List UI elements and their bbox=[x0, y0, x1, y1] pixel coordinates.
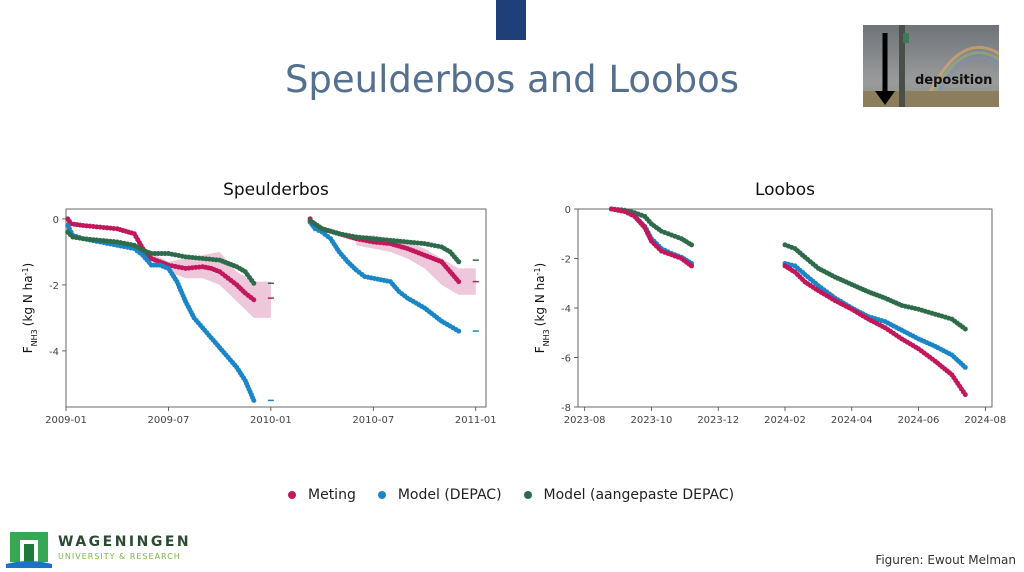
loobos-series-meting-0 bbox=[608, 206, 695, 269]
figure-credit: Figuren: Ewout Melman bbox=[875, 553, 1016, 567]
loobos-ytick-label: -6 bbox=[561, 354, 571, 365]
loobos-ytick-label: -2 bbox=[561, 255, 571, 266]
loobos-point bbox=[962, 364, 968, 370]
deposition-label: deposition bbox=[915, 73, 993, 88]
charts-canvas: Speulderbos 0 -2 -4 2009-01 2009-07 2010-01 201… bbox=[21, 180, 1007, 426]
speulderbos-series-model-aangepaste-depac-0 bbox=[65, 229, 257, 286]
tower-photo-image bbox=[863, 25, 999, 107]
loobos-point bbox=[689, 263, 695, 269]
tower-photo: deposition bbox=[863, 25, 999, 107]
legend: Meting Model (DEPAC) Model (aangepaste D… bbox=[288, 487, 734, 503]
speulderbos-ytick-label: -2 bbox=[49, 281, 59, 292]
loobos-series-model-aangepaste-depac-1 bbox=[782, 242, 968, 332]
loobos-ytick-label: -8 bbox=[561, 403, 571, 414]
loobos-xtick-label: 2023-08 bbox=[564, 415, 606, 426]
speulderbos-ytick-label: 0 bbox=[53, 215, 59, 226]
legend-item-aangepast: Model (aangepaste DEPAC) bbox=[523, 487, 735, 503]
speulderbos-series-model-depac-1 bbox=[307, 219, 462, 334]
speulderbos-xtick-label: 2010-01 bbox=[250, 415, 292, 426]
legend-item-meting: Meting bbox=[288, 487, 356, 503]
loobos-point bbox=[962, 392, 968, 398]
speulderbos-xtick-label: 2009-01 bbox=[45, 415, 87, 426]
speulderbos-xtick-label: 2010-07 bbox=[352, 415, 394, 426]
legend-label-depac: Model (DEPAC) bbox=[397, 487, 502, 503]
loobos-xtick-label: 2023-10 bbox=[631, 415, 673, 426]
loobos-xtick-label: 2024-02 bbox=[764, 415, 806, 426]
loobos-title: Loobos bbox=[755, 180, 815, 200]
speulderbos-point bbox=[456, 328, 462, 334]
speulderbos-plot-frame bbox=[65, 208, 487, 408]
speulderbos-ytick-label: -4 bbox=[49, 347, 59, 358]
legend-label-aangepast: Model (aangepaste DEPAC) bbox=[543, 487, 735, 503]
page-title: Speulderbos and Loobos bbox=[284, 58, 740, 101]
loobos-point bbox=[962, 326, 968, 332]
wur-logo-subtitle: UNIVERSITY & RESEARCH bbox=[58, 552, 181, 561]
loobos-ytick-label: 0 bbox=[565, 205, 571, 216]
loobos-xtick-label: 2024-06 bbox=[898, 415, 940, 426]
loobos-plot-frame bbox=[577, 208, 993, 408]
speulderbos-point bbox=[456, 259, 462, 265]
wur-logo-name: WAGENINGEN bbox=[58, 534, 192, 550]
wur-logo-mark bbox=[6, 532, 52, 568]
wur-logo: WAGENINGEN UNIVERSITY & RESEARCH bbox=[6, 530, 206, 568]
government-crest-logo bbox=[496, 0, 526, 40]
legend-marker-depac bbox=[377, 491, 386, 499]
speulderbos-series-model-aangepaste-depac-1 bbox=[307, 218, 462, 265]
speulderbos-chart: Speulderbos 0 -2 -4 2009-01 2009-07 2010-01 201… bbox=[21, 180, 497, 426]
speulderbos-ylabel: FNH3(kg N ha-1) bbox=[21, 263, 39, 353]
speulderbos-title: Speulderbos bbox=[223, 180, 329, 200]
speulderbos-uncertainty-band-1 bbox=[356, 235, 476, 295]
legend-marker-meting bbox=[288, 491, 296, 499]
loobos-xtick-label: 2024-08 bbox=[964, 415, 1006, 426]
speulderbos-point bbox=[456, 279, 462, 285]
loobos-ytick-label: -4 bbox=[561, 304, 571, 315]
loobos-xtick-label: 2023-12 bbox=[697, 415, 739, 426]
loobos-ylabel: FNH3(kg N ha-1) bbox=[533, 263, 551, 353]
legend-label-meting: Meting bbox=[308, 487, 356, 503]
legend-item-depac: Model (DEPAC) bbox=[377, 487, 502, 503]
loobos-point bbox=[689, 242, 695, 248]
speulderbos-point bbox=[251, 297, 257, 303]
speulderbos-xtick-label: 2011-01 bbox=[455, 415, 497, 426]
legend-marker-aangepast bbox=[523, 491, 532, 499]
speulderbos-xtick-label: 2009-07 bbox=[148, 415, 190, 426]
speulderbos-series-model-depac-0 bbox=[65, 223, 257, 403]
loobos-xtick-label: 2024-04 bbox=[831, 415, 873, 426]
speulderbos-point bbox=[251, 397, 257, 403]
loobos-series-meting-1 bbox=[782, 263, 968, 398]
speulderbos-point bbox=[251, 280, 257, 286]
